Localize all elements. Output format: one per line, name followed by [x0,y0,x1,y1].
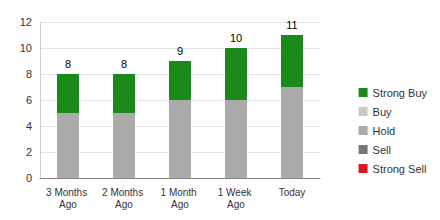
svg-text:Today: Today [279,187,306,198]
svg-text:1 Month: 1 Month [161,187,200,198]
svg-text:Strong Buy: Strong Buy [373,87,428,99]
svg-text:Sell: Sell [373,144,391,156]
svg-text:Strong Sell: Strong Sell [373,163,427,175]
svg-text:2: 2 [26,146,32,158]
svg-text:Buy: Buy [373,106,392,118]
svg-text:4: 4 [26,120,32,132]
svg-text:0: 0 [26,172,32,184]
svg-text:11: 11 [286,19,297,31]
svg-text:Ago: Ago [59,199,77,210]
svg-text:10: 10 [20,42,32,54]
svg-text:Ago: Ago [227,199,245,210]
svg-text:Hold: Hold [373,125,396,137]
svg-text:Ago: Ago [171,199,189,210]
svg-text:8: 8 [121,58,127,70]
svg-text:6: 6 [26,94,32,106]
svg-text:12: 12 [20,16,32,28]
svg-text:8: 8 [26,68,32,80]
svg-text:Ago: Ago [115,199,133,210]
svg-text:10: 10 [230,32,242,44]
svg-text:1 Week: 1 Week [218,187,255,198]
svg-text:8: 8 [65,58,71,70]
svg-text:3 Months: 3 Months [46,187,90,198]
svg-text:9: 9 [177,45,183,57]
svg-text:2 Months: 2 Months [102,187,146,198]
